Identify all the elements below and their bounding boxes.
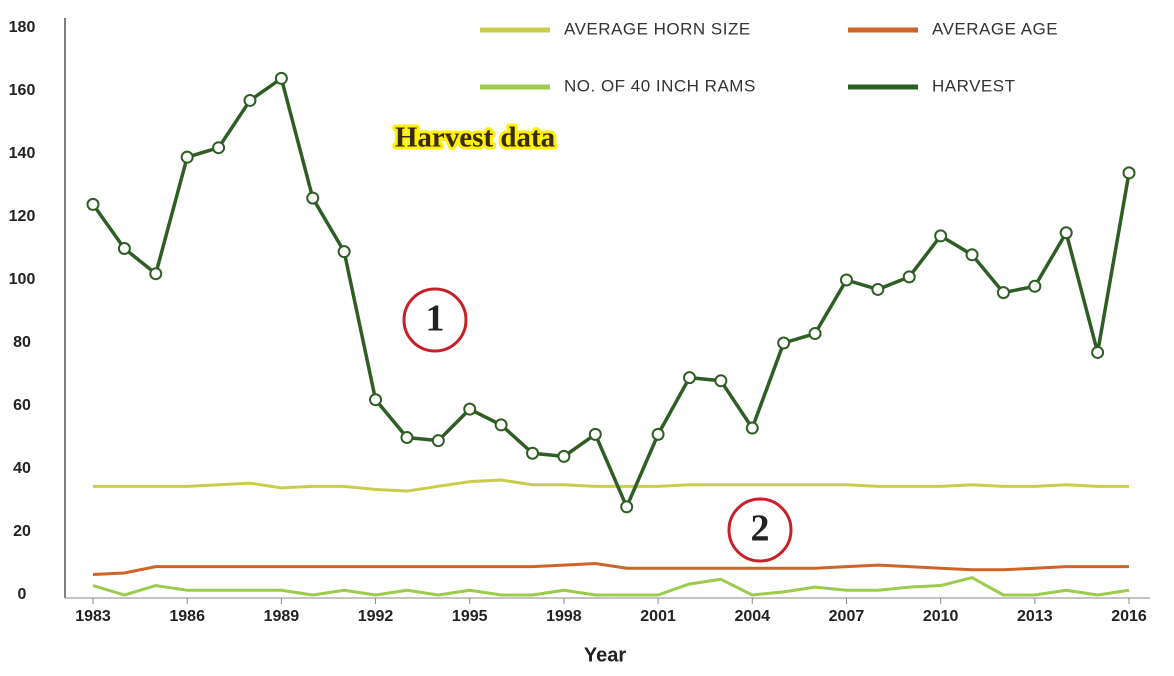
marker bbox=[996, 286, 1010, 300]
annotation-circle bbox=[727, 497, 793, 563]
marker bbox=[400, 431, 414, 444]
x-tick-label: 2001 bbox=[640, 608, 676, 625]
marker bbox=[745, 421, 759, 435]
x-tick-label: 1986 bbox=[169, 608, 205, 625]
marker bbox=[588, 427, 602, 441]
marker bbox=[149, 267, 163, 281]
series-line bbox=[93, 478, 1129, 493]
marker bbox=[306, 191, 320, 205]
marker bbox=[212, 141, 226, 155]
series-line bbox=[92, 576, 1130, 597]
marker bbox=[1028, 279, 1042, 293]
x-tick-label: 2004 bbox=[734, 608, 770, 625]
legend-label: AVERAGE HORN SIZE bbox=[564, 19, 751, 38]
x-tick-label: 2010 bbox=[923, 608, 959, 625]
marker bbox=[180, 150, 194, 164]
marker bbox=[934, 229, 948, 243]
annotation: 2 bbox=[751, 508, 770, 550]
y-tick-label: 120 bbox=[9, 208, 36, 225]
x-tick-label: 2007 bbox=[829, 608, 865, 625]
x-tick-label: 1989 bbox=[264, 608, 300, 625]
marker bbox=[431, 434, 445, 448]
marker bbox=[620, 500, 634, 514]
marker bbox=[494, 418, 508, 432]
marker bbox=[714, 374, 728, 388]
y-tick-label: 0 bbox=[18, 586, 27, 603]
x-axis-label: Year bbox=[584, 644, 626, 666]
marker bbox=[463, 402, 477, 416]
annotation: 1 bbox=[426, 298, 445, 340]
legend-label: AVERAGE AGE bbox=[932, 19, 1058, 38]
marker bbox=[274, 71, 288, 85]
y-tick-label: 140 bbox=[9, 145, 36, 162]
marker bbox=[808, 327, 822, 341]
marker bbox=[965, 248, 979, 262]
x-tick-label: 2013 bbox=[1017, 608, 1053, 625]
marker bbox=[777, 336, 791, 350]
x-tick-label: 1992 bbox=[358, 608, 394, 625]
y-tick-label: 20 bbox=[13, 523, 31, 540]
marker bbox=[1059, 226, 1073, 240]
marker bbox=[526, 446, 540, 460]
marker bbox=[337, 245, 351, 259]
legend-label: NO. OF 40 INCH RAMS bbox=[564, 76, 756, 95]
marker bbox=[839, 273, 853, 287]
annotation-circle bbox=[402, 287, 468, 353]
marker bbox=[369, 393, 383, 407]
annotation: Harvest data bbox=[395, 122, 556, 154]
x-tick-label: 1983 bbox=[75, 608, 111, 625]
marker bbox=[243, 93, 257, 107]
y-tick-label: 100 bbox=[9, 271, 36, 288]
series-line bbox=[91, 76, 1131, 509]
marker bbox=[117, 242, 131, 255]
y-tick-label: 180 bbox=[9, 19, 36, 36]
y-tick-label: 40 bbox=[13, 460, 31, 477]
marker bbox=[871, 282, 885, 296]
marker bbox=[557, 449, 571, 463]
marker bbox=[682, 371, 696, 385]
y-tick-label: 80 bbox=[13, 334, 31, 351]
marker bbox=[1122, 166, 1136, 180]
y-tick-label: 60 bbox=[13, 397, 31, 414]
marker bbox=[1091, 345, 1105, 359]
y-tick-label: 160 bbox=[9, 82, 36, 99]
x-tick-label: 2016 bbox=[1111, 608, 1147, 625]
series-line bbox=[92, 562, 1129, 577]
marker bbox=[651, 427, 665, 441]
legend-label: HARVEST bbox=[932, 76, 1016, 95]
marker bbox=[902, 270, 916, 284]
x-tick-label: 1995 bbox=[452, 608, 488, 625]
marker bbox=[86, 197, 100, 211]
x-tick-label: 1998 bbox=[546, 608, 582, 625]
